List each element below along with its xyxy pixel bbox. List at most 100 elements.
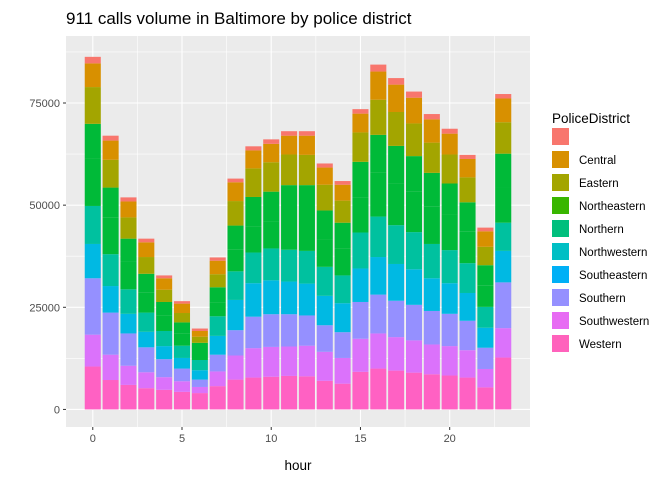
bar-segment-southwestern <box>334 357 351 384</box>
legend-label: Northern <box>579 224 624 236</box>
bar-segment-central <box>138 242 155 258</box>
bar-segment-northwestern <box>298 250 315 284</box>
bar-segment-western <box>334 383 351 410</box>
bar-segment-central <box>227 182 244 202</box>
bar-segment-southern <box>263 314 280 347</box>
bar-segment-western <box>191 393 208 410</box>
bar-segment-central <box>209 260 226 275</box>
bar-segment-unnamed <box>173 301 191 304</box>
bar-segment-eastern <box>227 201 244 226</box>
bar-segment-central <box>84 63 101 88</box>
bar-segment-eastern <box>352 132 369 162</box>
bar-segment-southern <box>352 301 369 339</box>
bar-segment-northeastern <box>423 172 440 207</box>
legend-key-southern <box>552 289 569 306</box>
bar-segment-southwestern <box>388 337 405 371</box>
bar-segment-eastern <box>441 154 458 184</box>
bar-segment-unnamed <box>334 181 351 185</box>
legend-key-unnamed <box>552 128 569 145</box>
bar-segment-unnamed <box>370 64 387 72</box>
bar-segment-northern <box>191 351 208 360</box>
bar-segment-northwestern <box>173 345 191 358</box>
bar-segment-central <box>245 150 262 169</box>
legend-key-southwestern <box>552 312 569 329</box>
bar-segment-unnamed <box>227 178 244 183</box>
bar-segment-southern <box>102 312 119 355</box>
bar-segment-northeastern <box>441 183 458 215</box>
bar-segment-western <box>316 380 333 410</box>
bar-segment-southwestern <box>441 346 458 376</box>
bar-segment-northern <box>281 216 298 250</box>
bar-segment-central <box>441 133 458 155</box>
bar-segment-southern <box>423 310 440 345</box>
bar-segment-central <box>334 184 351 201</box>
bar-segment-western <box>138 388 155 410</box>
bar-segment-southern <box>191 379 208 387</box>
bar-segment-northeastern <box>209 287 226 303</box>
legend-key-western <box>552 335 569 352</box>
bar-segment-southwestern <box>477 368 494 388</box>
bar-segment-northeastern <box>227 225 244 250</box>
bar-segment-southwestern <box>263 346 280 377</box>
x-tick-label: 0 <box>90 433 96 445</box>
bar-segment-unnamed <box>209 257 226 261</box>
bar-segment-western <box>209 386 226 410</box>
bar-segment-northwestern <box>191 359 208 371</box>
bar-segment-western <box>156 389 173 410</box>
bar-segment-northern <box>441 214 458 251</box>
bar-segment-southeastern <box>263 280 280 315</box>
x-axis-title: hour <box>284 458 312 473</box>
bar-segment-unnamed <box>281 131 298 136</box>
bar-segment-southwestern <box>209 371 226 387</box>
bar-segment-southern <box>370 294 387 334</box>
bar-segment-central <box>156 278 173 290</box>
bar-segment-unnamed <box>263 139 280 144</box>
bar-segment-eastern <box>405 123 423 157</box>
bar-segment-unnamed <box>156 275 173 279</box>
bar-segment-southwestern <box>191 386 208 394</box>
bar-segment-southwestern <box>84 334 101 367</box>
bar-segment-northern <box>370 172 387 217</box>
bar-segment-western <box>227 379 244 410</box>
bar-segment-western <box>495 357 512 410</box>
bar-segment-southwestern <box>102 354 119 381</box>
bar-segment-southeastern <box>334 303 351 333</box>
bar-segment-eastern <box>209 274 226 288</box>
bar-segment-northeastern <box>281 185 298 217</box>
bar-segment-southeastern <box>405 269 423 305</box>
bar-segment-northeastern <box>405 156 423 192</box>
bar-segment-unnamed <box>316 163 333 168</box>
bar-segment-southwestern <box>156 377 173 390</box>
bar-segment-northern <box>263 221 280 249</box>
bar-segment-northern <box>298 216 315 251</box>
y-axis: 0 25000 50000 75000 <box>29 98 66 416</box>
bar-segment-northeastern <box>120 238 137 262</box>
bar-segment-unnamed <box>477 227 494 232</box>
bar-segment-western <box>459 377 476 410</box>
bar-segment-southern <box>298 315 315 346</box>
y-tick-label: 75000 <box>29 98 60 110</box>
bar-segment-western <box>405 372 423 410</box>
bar-segment-northwestern <box>352 232 369 269</box>
bar-segment-southeastern <box>477 327 494 348</box>
bar-segment-central <box>263 143 280 163</box>
bar-segment-southwestern <box>495 328 512 358</box>
bar-segment-western <box>173 391 191 410</box>
bar-segment-southern <box>316 325 333 352</box>
bar-segment-western <box>245 377 262 410</box>
bar-segment-southwestern <box>281 346 298 376</box>
bar-segment-eastern <box>281 154 298 186</box>
bar-segment-unnamed <box>84 56 101 64</box>
bar-segment-northwestern <box>334 275 351 304</box>
legend-label: Western <box>579 339 622 351</box>
legend-key-northwestern <box>552 243 569 260</box>
bar-segment-central <box>459 158 476 178</box>
bar-segment-northwestern <box>441 250 458 284</box>
bar-segment-southeastern <box>441 283 458 314</box>
bar-segment-eastern <box>263 162 280 192</box>
bar-segment-northwestern <box>423 243 440 279</box>
bar-segment-northwestern <box>102 254 119 287</box>
bar-segment-central <box>298 135 315 155</box>
bar-segment-northern <box>84 158 101 206</box>
